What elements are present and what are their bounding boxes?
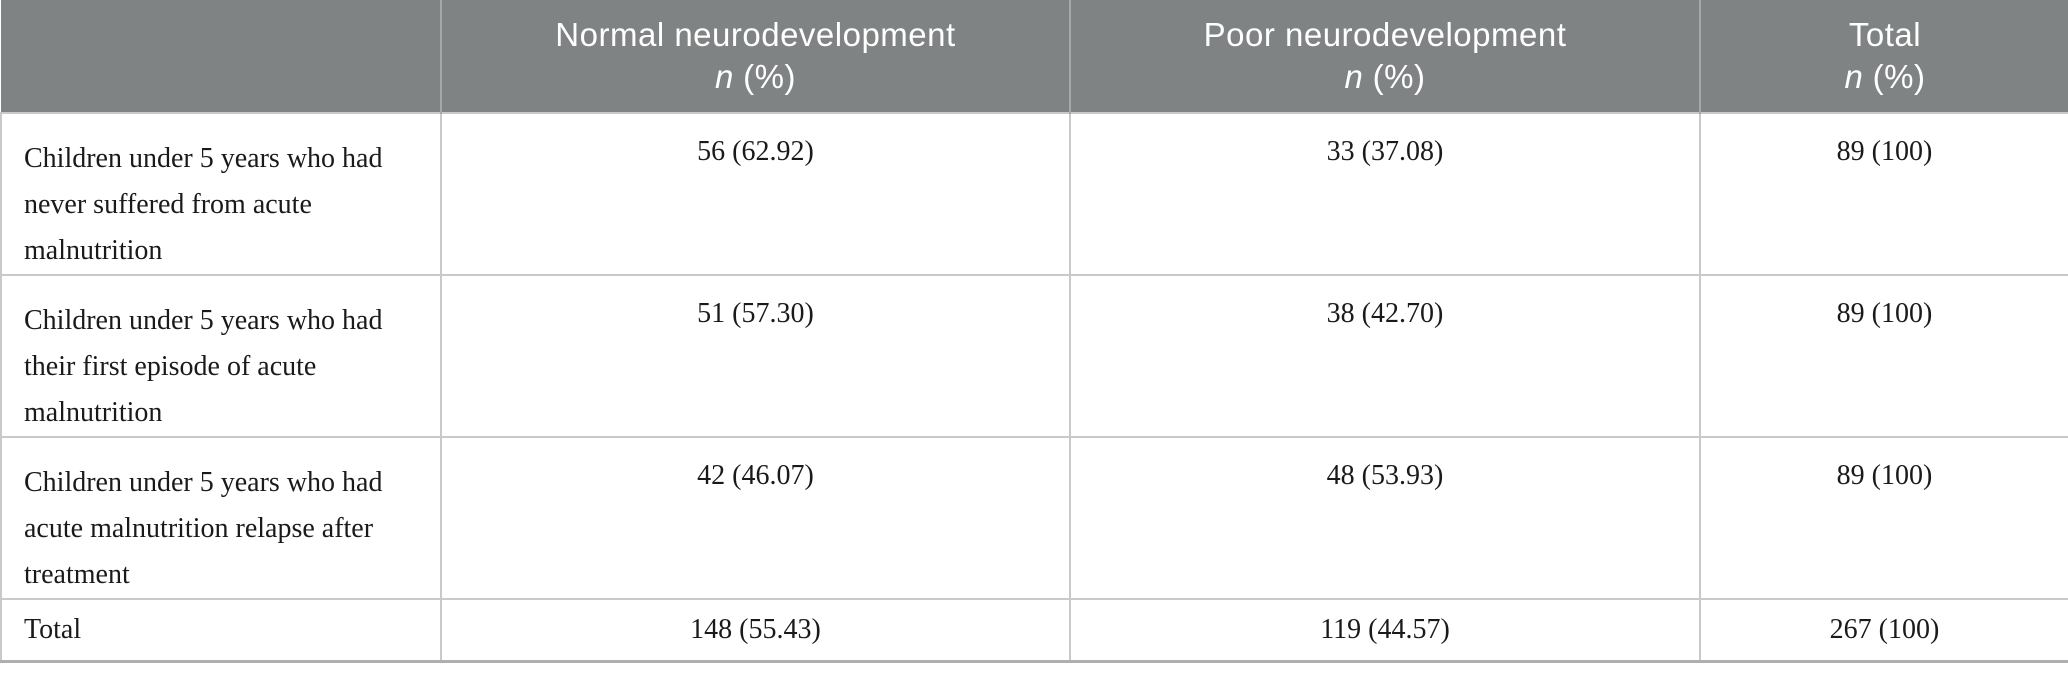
header-cell-normal-neurodevelopment: Normal neurodevelopment n (%) [440,0,1070,113]
n-symbol: n [1844,58,1864,95]
table-row-total: Total 148 (55.43) 119 (44.57) 267 (100) [0,598,2068,663]
header-subtitle: n (%) [1071,56,1699,98]
header-title: Total [1848,16,1922,53]
percent-label: (%) [1372,58,1426,95]
row-label: Children under 5 years who had acute mal… [0,436,442,600]
header-row: Normal neurodevelopment n (%) Poor neurod… [1,0,2068,113]
percent-label: (%) [743,58,796,95]
header-title: Normal neurodevelopment [555,16,956,53]
header-subtitle: n (%) [442,56,1069,98]
value-cell-total: 267 (100) [1699,598,2068,663]
table-header: Normal neurodevelopment n (%) Poor neurod… [1,0,2068,113]
header-empty-cell [1,0,441,113]
value-cell-poor: 38 (42.70) [1069,274,1701,438]
table-row-first-episode: Children under 5 years who had their fir… [0,274,2068,438]
table-row-relapse: Children under 5 years who had acute mal… [0,436,2068,600]
value-cell-total: 89 (100) [1699,112,2068,276]
header-subtitle: n (%) [1701,56,2068,98]
row-label: Total [0,598,442,663]
header-cell-poor-neurodevelopment: Poor neurodevelopment n (%) [1069,0,1700,113]
value-cell-poor: 33 (37.08) [1069,112,1701,276]
table-body: Children under 5 years who had never suf… [0,112,2068,663]
table-row-never-suffered: Children under 5 years who had never suf… [0,112,2068,276]
value-cell-total: 89 (100) [1699,436,2068,600]
neurodevelopment-outcomes-table: Normal neurodevelopment n (%) Poor neurod… [0,0,2068,663]
value-cell-normal: 51 (57.30) [440,274,1071,438]
value-cell-total: 89 (100) [1699,274,2068,438]
row-label: Children under 5 years who had their fir… [0,274,442,438]
header-cell-total: Total n (%) [1699,0,2068,113]
value-cell-normal: 148 (55.43) [440,598,1071,663]
n-symbol: n [715,58,734,95]
header-title: Poor neurodevelopment [1203,16,1567,53]
value-cell-normal: 56 (62.92) [440,112,1071,276]
value-cell-poor: 119 (44.57) [1069,598,1701,663]
n-symbol: n [1344,58,1364,95]
value-cell-poor: 48 (53.93) [1069,436,1701,600]
value-cell-normal: 42 (46.07) [440,436,1071,600]
row-label: Children under 5 years who had never suf… [0,112,442,276]
percent-label: (%) [1872,58,1926,95]
